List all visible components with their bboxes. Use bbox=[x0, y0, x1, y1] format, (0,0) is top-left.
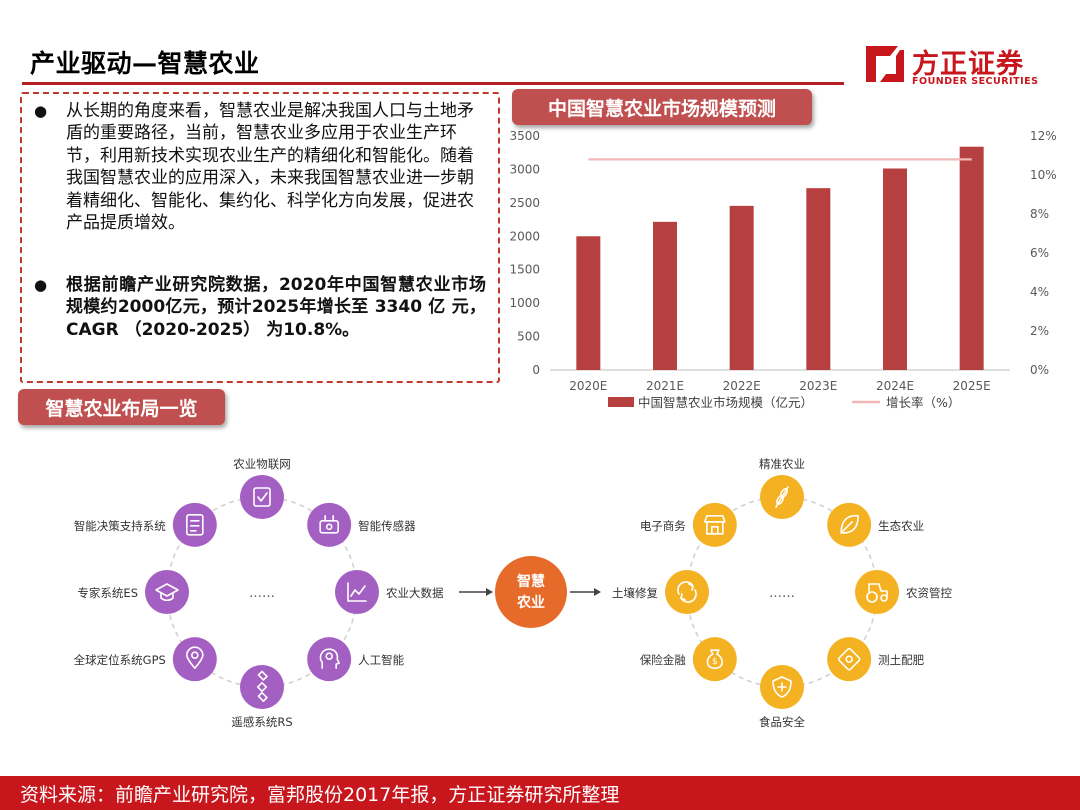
y-right-tick-label: 2% bbox=[1030, 324, 1049, 338]
money-bag-icon: $ bbox=[706, 649, 723, 669]
y-left-tick-label: 3000 bbox=[509, 162, 540, 176]
y-left-tick-label: 1000 bbox=[509, 296, 540, 310]
node-label: 遥感系统RS bbox=[231, 715, 292, 729]
hub-circle bbox=[495, 556, 567, 628]
node-circle bbox=[827, 637, 872, 682]
node-label: 人工智能 bbox=[358, 653, 404, 667]
x-tick-label: 2025E bbox=[953, 379, 991, 393]
shield-icon bbox=[772, 676, 792, 698]
storefront-icon bbox=[704, 515, 726, 535]
recycle-icon bbox=[677, 581, 697, 603]
y-left-tick-label: 2500 bbox=[509, 196, 540, 210]
node-circle bbox=[240, 475, 284, 519]
hub-label-line1: 智慧 bbox=[516, 573, 545, 590]
node-label: 生态农业 bbox=[878, 519, 924, 533]
y-right-tick-label: 6% bbox=[1030, 246, 1049, 260]
layout-title-badge: 智慧农业布局一览 bbox=[18, 389, 225, 425]
y-right-tick-label: 10% bbox=[1030, 168, 1057, 182]
y-left-tick-label: 500 bbox=[517, 330, 540, 344]
node-circle bbox=[172, 502, 217, 547]
y-left-tick-label: 2000 bbox=[509, 229, 540, 243]
bar bbox=[806, 188, 831, 370]
ring-ellipsis: …… bbox=[249, 586, 275, 601]
line-chart-icon bbox=[347, 582, 367, 602]
node-label: 智能决策支持系统 bbox=[74, 519, 166, 533]
sensor-icon bbox=[319, 515, 339, 534]
node-circle bbox=[692, 637, 737, 682]
x-tick-label: 2024E bbox=[876, 379, 914, 393]
head-brain-icon bbox=[319, 648, 340, 669]
svg-text:$: $ bbox=[712, 657, 718, 667]
arrow-head-icon bbox=[594, 588, 601, 596]
node-circle bbox=[665, 570, 709, 614]
y-right-tick-label: 12% bbox=[1030, 129, 1057, 143]
wheat-icon bbox=[775, 486, 789, 508]
graduation-cap-icon bbox=[155, 583, 179, 602]
map-pin-icon bbox=[186, 646, 204, 669]
y-right-tick-label: 4% bbox=[1030, 285, 1049, 299]
source-footer: 资料来源：前瞻产业研究院，富邦股份2017年报，方正证券研究所整理 bbox=[0, 776, 1080, 810]
bullet-dot-icon: ● bbox=[34, 102, 48, 120]
bullet-text: 从长期的角度来看，智慧农业是解决我国人口与土地矛盾的重要路径，当前，智慧农业多应… bbox=[66, 101, 474, 234]
node-circle bbox=[855, 570, 899, 614]
soil-test-icon bbox=[837, 647, 861, 671]
logo-english-name: FOUNDER SECURITIES bbox=[912, 76, 1039, 87]
document-icon bbox=[186, 514, 204, 536]
node-label: 电子商务 bbox=[640, 519, 686, 533]
chart-title-badge: 中国智慧农业市场规模预测 bbox=[512, 89, 812, 125]
x-tick-label: 2021E bbox=[646, 379, 684, 393]
node-label: 全球定位系统GPS bbox=[74, 653, 166, 667]
satellite-icon bbox=[256, 670, 268, 702]
founder-logo-icon bbox=[866, 46, 904, 82]
node-circle bbox=[692, 502, 737, 547]
node-circle bbox=[145, 570, 189, 614]
logo-chinese-name: 方正证券 bbox=[912, 49, 1024, 80]
bullet-point: ● 从长期的角度来看，智慧农业是解决我国人口与土地矛盾的重要路径，当前，智慧农业… bbox=[32, 100, 486, 234]
node-label: 智能传感器 bbox=[358, 519, 416, 533]
arrow-head-icon bbox=[486, 588, 493, 596]
legend-swatch-market-size bbox=[608, 397, 634, 407]
x-tick-label: 2023E bbox=[799, 379, 837, 393]
y-right-tick-label: 8% bbox=[1030, 207, 1049, 221]
node-label: 农业大数据 bbox=[386, 586, 444, 600]
node-label: 农资管控 bbox=[906, 586, 952, 600]
node-label: 测土配肥 bbox=[878, 653, 924, 667]
legend-label: 增长率（%） bbox=[886, 395, 960, 410]
market-size-chart: 0 500 1000 1500 2000 2500 3000 3500 0% 2% 4% 6% 8% 10… bbox=[509, 129, 1057, 410]
node-label: 保险金融 bbox=[640, 653, 686, 667]
bar bbox=[883, 168, 907, 370]
legend-label: 中国智慧农业市场规模（亿元） bbox=[638, 395, 813, 410]
node-label: 精准农业 bbox=[759, 457, 805, 471]
y-left-tick-label: 0 bbox=[532, 363, 540, 377]
page-title: 产业驱动—智慧农业 bbox=[30, 49, 260, 78]
node-label: 农业物联网 bbox=[233, 457, 291, 471]
hub-label-line2: 农业 bbox=[516, 594, 545, 611]
bullet-point: ● 根据前瞻产业研究院数据，2020年中国智慧农业市场规模约2000亿元，预计2… bbox=[32, 274, 486, 341]
bar bbox=[729, 205, 754, 370]
bar bbox=[653, 221, 677, 370]
bar bbox=[576, 236, 601, 370]
y-left-tick-label: 3500 bbox=[509, 129, 540, 143]
node-circle bbox=[240, 665, 284, 709]
company-logo: 方正证券 FOUNDER SECURITIES bbox=[862, 40, 1052, 90]
y-left-tick-label: 1500 bbox=[509, 263, 540, 277]
bullet-dot-icon: ● bbox=[34, 276, 48, 294]
bullet-text: 根据前瞻产业研究院数据，2020年中国智慧农业市场规模约2000亿元，预计202… bbox=[66, 275, 486, 340]
x-tick-label: 2020E bbox=[569, 379, 607, 393]
bar bbox=[959, 146, 984, 370]
x-tick-label: 2022E bbox=[723, 379, 761, 393]
node-label: 土壤修复 bbox=[612, 586, 658, 600]
summary-text-box: ● 从长期的角度来看，智慧农业是解决我国人口与土地矛盾的重要路径，当前，智慧农业… bbox=[20, 92, 500, 383]
ring-ellipsis: …… bbox=[769, 586, 795, 601]
title-divider bbox=[22, 82, 844, 85]
tractor-icon bbox=[866, 583, 888, 603]
y-right-tick-label: 0% bbox=[1030, 363, 1049, 377]
node-label: 食品安全 bbox=[759, 715, 805, 729]
node-label: 专家系统ES bbox=[77, 586, 138, 600]
checklist-icon bbox=[253, 487, 271, 507]
leaf-icon bbox=[840, 514, 859, 534]
node-circle bbox=[172, 637, 217, 682]
